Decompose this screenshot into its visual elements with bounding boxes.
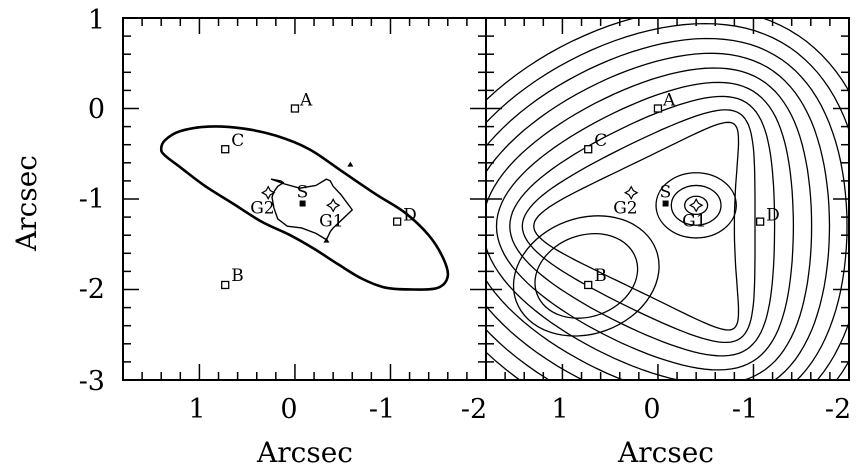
contour-line	[670, 184, 722, 226]
x-tick-label: 1	[551, 394, 568, 425]
point-label-a: A	[662, 91, 676, 111]
source-marker	[662, 200, 669, 207]
point-label-b: B	[594, 266, 607, 286]
image-marker-b	[584, 280, 593, 290]
galaxy-marker-g1	[325, 198, 341, 213]
x-tick-label: 1	[188, 394, 205, 425]
point-label-g2: G2	[250, 199, 274, 219]
y-tick-label: -2	[79, 274, 105, 305]
contour-line	[512, 215, 660, 337]
image-marker-a	[653, 104, 663, 113]
x-tick-label: -1	[732, 394, 758, 425]
image-marker-a	[290, 104, 300, 113]
point-label-s: S	[660, 183, 672, 203]
point-label-d: D	[766, 206, 780, 226]
tick-marks	[485, 17, 850, 381]
point-label-b: B	[231, 266, 244, 286]
x-axis-label: Arcsec	[617, 436, 714, 469]
x-tick-label: -1	[369, 394, 395, 425]
contour-line	[509, 95, 776, 357]
contour-line	[533, 121, 740, 331]
image-marker-c	[221, 145, 230, 154]
galaxy-marker-g1	[688, 198, 704, 213]
left-panel: A C B D S G1 G2	[122, 17, 487, 381]
x-tick-label: -2	[461, 394, 487, 425]
y-axis-label: Arcsec	[10, 155, 43, 252]
source-marker	[299, 200, 306, 207]
galaxy-marker-g2	[623, 185, 639, 200]
caustic-cusp	[323, 237, 330, 243]
contour-line	[486, 52, 831, 380]
y-tick-label: -3	[79, 366, 105, 397]
point-label-c: C	[231, 131, 244, 151]
caustic-curve	[270, 178, 353, 241]
point-label-g1: G1	[682, 211, 706, 231]
image-markers: A C B D S G1 G2	[584, 91, 780, 290]
contour-line	[486, 22, 849, 380]
caustic-cusp	[347, 161, 354, 167]
image-marker-b	[221, 280, 230, 290]
point-label-d: D	[403, 206, 417, 226]
image-marker-c	[584, 145, 593, 154]
contour-line	[486, 37, 848, 380]
y-tick-label: 0	[88, 94, 105, 125]
x-tick-label: -2	[825, 394, 851, 425]
right-panel: A C B D S G1 G2	[485, 17, 850, 381]
point-label-s: S	[297, 183, 309, 203]
contour-line	[684, 195, 709, 216]
point-label-g1: G1	[319, 211, 343, 231]
image-marker-d	[756, 217, 765, 226]
y-tick-label: -1	[79, 184, 105, 215]
image-marker-d	[393, 217, 402, 226]
galaxy-marker-g2	[260, 185, 276, 200]
point-label-c: C	[594, 131, 607, 151]
contour-lines	[486, 18, 849, 380]
image-markers: A C B D S G1 G2	[221, 91, 417, 290]
x-axis-label: Arcsec	[256, 436, 353, 469]
point-label-a: A	[299, 91, 313, 111]
contour-line	[534, 232, 639, 319]
tick-marks	[122, 17, 487, 381]
point-label-g2: G2	[613, 199, 637, 219]
contour-line	[521, 109, 756, 344]
y-tick-label: 1	[88, 5, 105, 36]
contour-line	[486, 18, 849, 380]
x-tick-label: 0	[643, 394, 660, 425]
contour-line	[495, 81, 795, 371]
contour-line	[655, 172, 737, 239]
x-tick-label: 0	[280, 394, 297, 425]
contour-line	[486, 67, 813, 380]
critical-curve	[159, 125, 450, 291]
